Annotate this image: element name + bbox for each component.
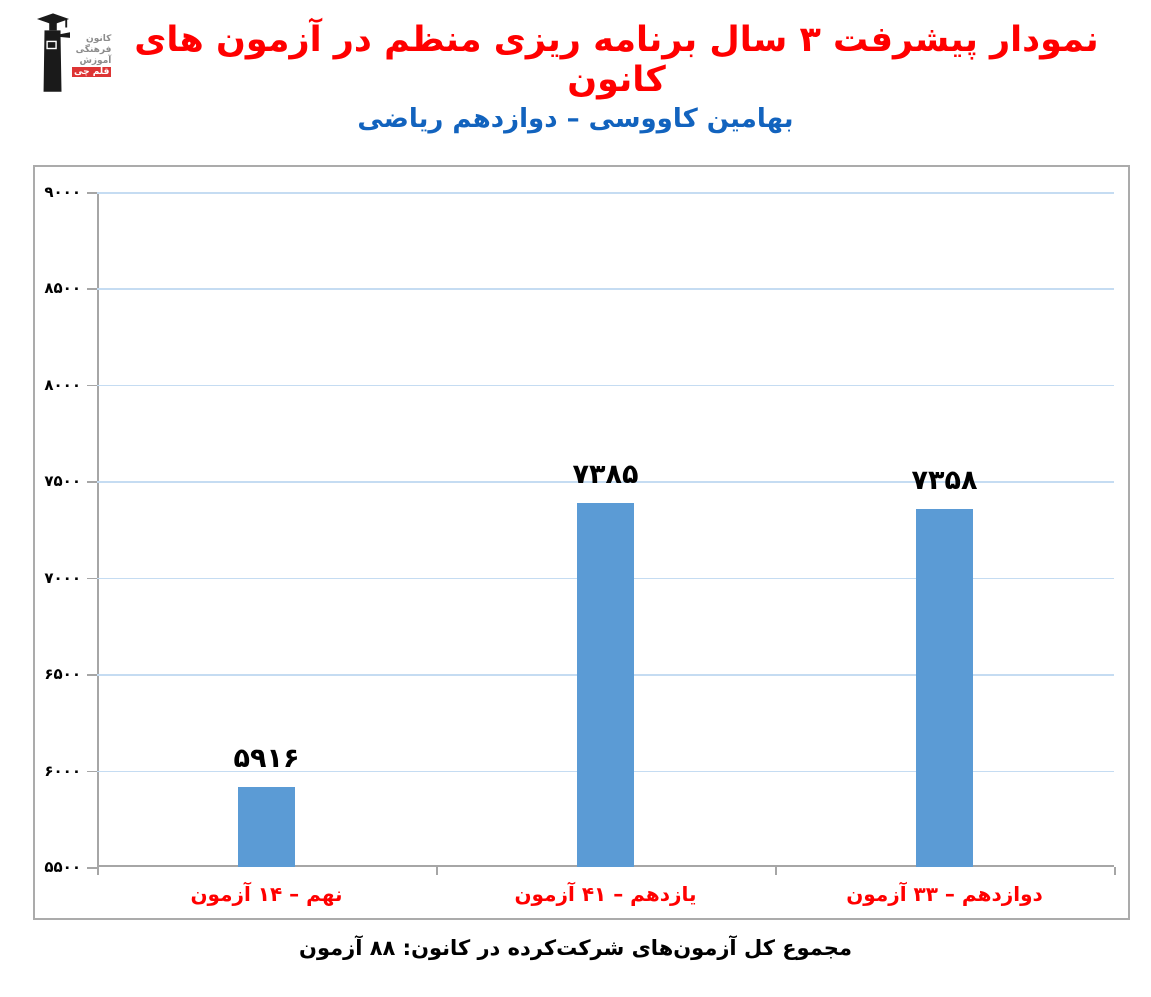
y-tick-label: ۶۰۰۰: [44, 761, 81, 780]
chart-title: نمودار پیشرفت ۳ سال برنامه ریزی منظم در …: [134, 20, 1099, 100]
logo-text: کانون فرهنگی آموزش قلم چی: [72, 10, 112, 100]
y-tick-label: ۸۵۰۰: [44, 279, 81, 298]
x-tick-mark: [775, 867, 777, 875]
y-tick-label: ۸۰۰۰: [44, 375, 81, 394]
y-tick-mark: [87, 577, 97, 580]
x-category-label: دوازدهم – ۳۳ آزمون: [846, 882, 1043, 906]
y-tick-mark: [87, 867, 97, 869]
logo-line-2: فرهنگی: [75, 45, 112, 55]
y-tick-label: ۷۰۰۰: [44, 568, 81, 587]
bar-value-label: ۷۳۵۸: [911, 464, 978, 496]
y-tick-label: ۶۵۰۰: [44, 665, 81, 684]
y-tick-label: ۵۵۰۰: [44, 858, 81, 876]
y-tick-mark: [87, 288, 97, 290]
x-tick-mark: [1114, 867, 1116, 875]
chart-frame: ۹۰۰۰ ۸۵۰۰ ۸۰۰۰ ۷۵۰۰ ۷۰۰۰ ۶۵۰۰ ۶۰۰۰ ۵۵۰۰ ۵۹۱۶ نهم …: [33, 165, 1130, 920]
x-category-label: نهم – ۱۴ آزمون: [190, 882, 343, 906]
bar-value-label: ۵۹۱۶: [233, 742, 300, 774]
gridline: [97, 384, 1114, 387]
logo-line-4: قلم چی: [72, 67, 112, 77]
bar: [238, 786, 295, 867]
total-exams-caption: مجموع کل آزمون‌های شرکت‌کرده در کانون: ۸…: [299, 936, 852, 960]
y-tick-mark: [87, 674, 97, 676]
bar: [916, 508, 973, 867]
kanoon-logo: کانون فرهنگی آموزش قلم چی: [36, 10, 112, 100]
gridline: [97, 192, 1114, 194]
gridline: [97, 481, 1114, 483]
bar-value-label: ۷۳۸۵: [572, 459, 639, 491]
x-category-label: یازدهم – ۴۱ آزمون: [514, 882, 697, 906]
y-tick-mark: [87, 192, 97, 194]
bar: [577, 503, 634, 867]
logo-line-1: کانون: [86, 34, 112, 44]
logo-line-3: آموزش: [79, 56, 112, 66]
x-tick-mark: [436, 867, 438, 875]
gridline: [97, 288, 1114, 290]
y-tick-mark: [87, 481, 97, 483]
graduate-icon: [36, 13, 70, 92]
x-tick-mark: [97, 867, 99, 875]
y-tick-label: ۹۰۰۰: [44, 183, 81, 201]
y-tick-mark: [87, 770, 97, 773]
chart-subtitle: بهامین کاووسی – دوازدهم ریاضی: [357, 104, 794, 134]
y-tick-label: ۷۵۰۰: [44, 472, 81, 491]
y-tick-mark: [87, 384, 97, 387]
